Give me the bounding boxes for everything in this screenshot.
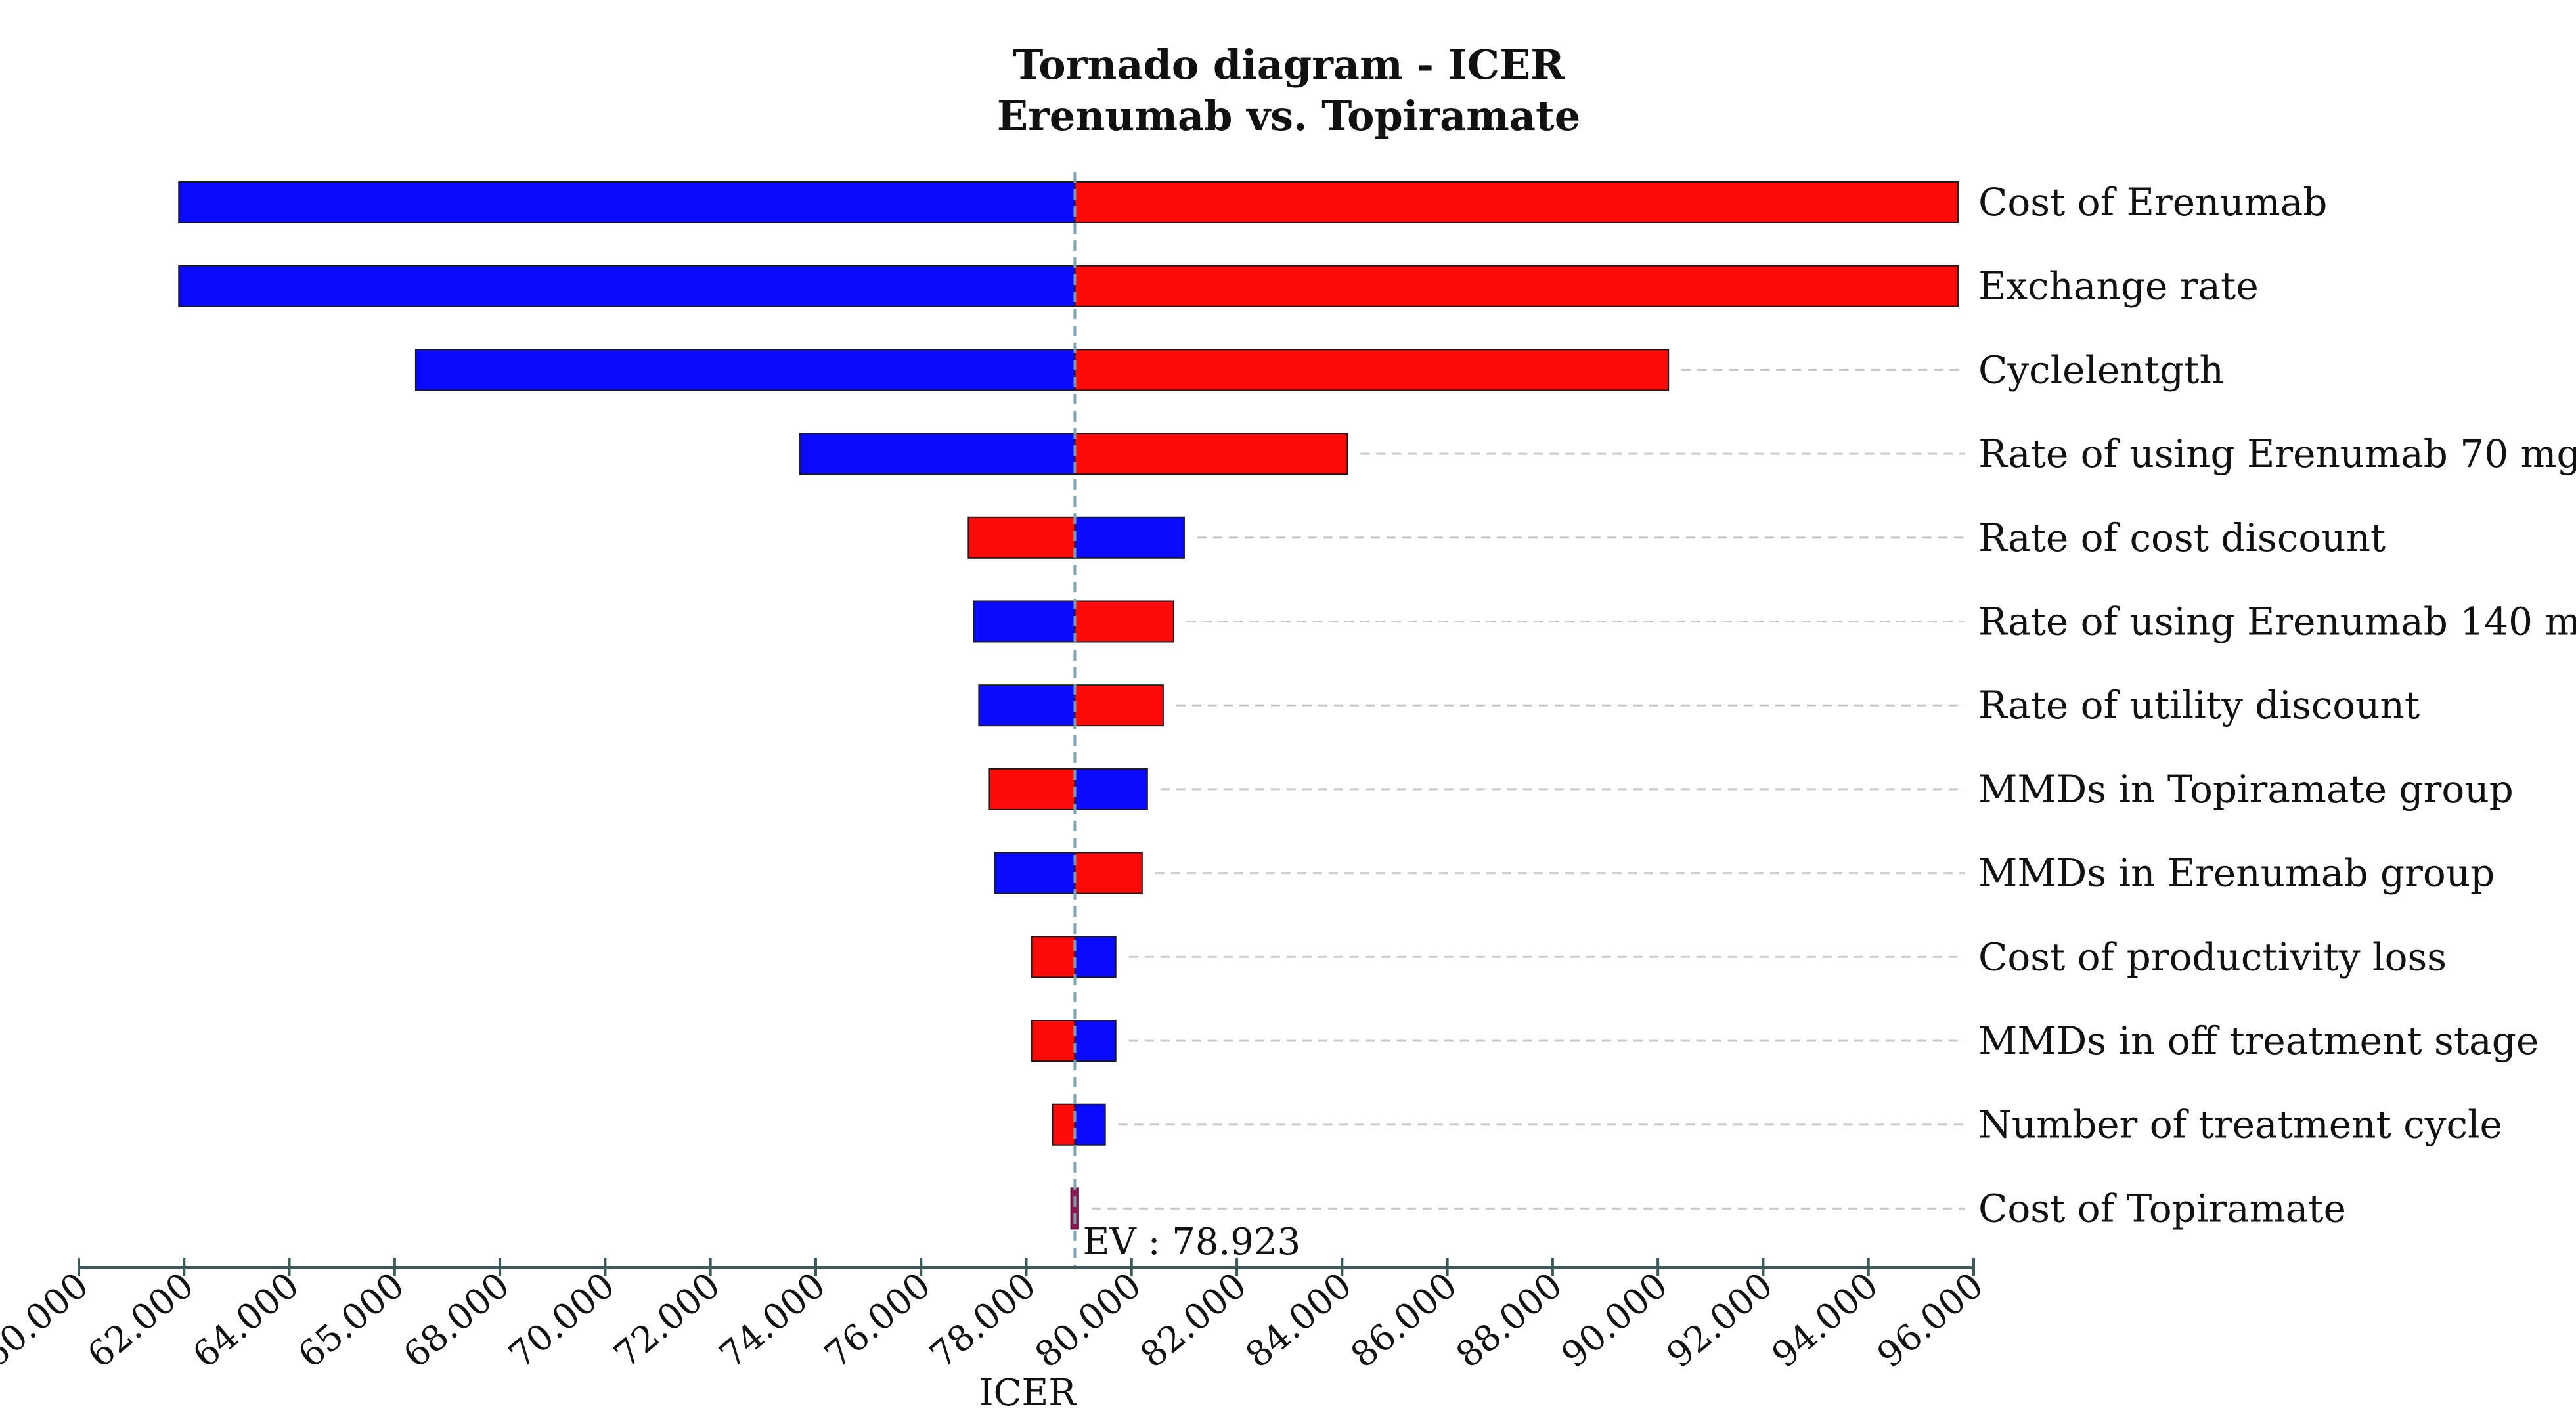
x-tick-label: 70.000 — [501, 1265, 623, 1376]
x-tick-label: 88.000 — [1448, 1265, 1570, 1376]
bar-left-8 — [988, 768, 1076, 810]
row-label: Exchange rate — [1978, 264, 2259, 309]
bar-right-1 — [1074, 181, 1959, 223]
bar-left-3 — [414, 349, 1076, 391]
bar-right-9 — [1074, 852, 1143, 894]
x-tick-label: 76.000 — [816, 1265, 938, 1376]
x-tick-label: 65.000 — [290, 1265, 412, 1376]
bar-right-10 — [1074, 936, 1117, 978]
x-tick-label: 92.000 — [1659, 1265, 1781, 1376]
row-label: Rate of using Erenumab 140 mg — [1978, 600, 2576, 644]
bar-left-1 — [178, 181, 1076, 223]
row-label: Cost of productivity loss — [1978, 934, 2447, 979]
expected-value-label: EV : 78.923 — [1082, 1221, 1300, 1263]
bar-group — [178, 181, 1959, 1230]
x-tick-label: 96.000 — [1869, 1265, 1991, 1376]
x-tick-label: 80.000 — [1027, 1265, 1149, 1376]
x-axis: 60.00062.00064.00065.00068.00070.00072.0… — [0, 1258, 1991, 1376]
chart-title-line2: Erenumab vs. Topiramate — [997, 92, 1580, 140]
row-label: Cyclelentgth — [1978, 347, 2224, 392]
bar-left-2 — [178, 265, 1076, 307]
x-axis-title: ICER — [979, 1372, 1077, 1414]
row-label: MMDs in Erenumab group — [1978, 851, 2495, 896]
row-label: MMDs in off treatment stage — [1978, 1018, 2539, 1063]
bar-right-6 — [1074, 600, 1174, 643]
row-label: Rate of utility discount — [1978, 683, 2420, 728]
bar-right-7 — [1074, 684, 1164, 727]
row-label: Cost of Erenumab — [1978, 180, 2327, 225]
x-tick-label: 90.000 — [1553, 1265, 1675, 1376]
row-label: Cost of Topiramate — [1978, 1186, 2346, 1231]
bar-left-5 — [967, 516, 1076, 559]
x-tick-label: 64.000 — [185, 1265, 307, 1376]
bar-right-5 — [1074, 516, 1185, 559]
x-tick-label: 60.000 — [0, 1265, 96, 1376]
bar-left-6 — [973, 600, 1076, 643]
x-tick-label: 86.000 — [1343, 1265, 1465, 1376]
x-tick-label: 62.000 — [79, 1265, 201, 1376]
bar-right-8 — [1074, 768, 1148, 810]
chart-title-line1: Tornado diagram - ICER — [1013, 41, 1565, 89]
bar-right-2 — [1074, 265, 1959, 307]
x-tick-label: 84.000 — [1237, 1265, 1359, 1376]
bar-left-12 — [1052, 1103, 1076, 1146]
bar-left-11 — [1031, 1020, 1076, 1062]
bar-left-7 — [978, 684, 1076, 727]
x-tick-label: 94.000 — [1764, 1265, 1886, 1376]
x-tick-label: 78.000 — [922, 1265, 1044, 1376]
row-labels: Cost of Erenumab Exchange rate Cyclelentgt… — [1978, 180, 2576, 1231]
bar-left-10 — [1031, 936, 1076, 978]
row-label: MMDs in Topiramate group — [1978, 767, 2514, 812]
row-label: Number of treatment cycle — [1978, 1102, 2502, 1147]
bar-right-12 — [1074, 1103, 1106, 1146]
bar-right-11 — [1074, 1020, 1117, 1062]
row-label: Rate of using Erenumab 70 mg — [1978, 431, 2576, 476]
x-tick-label: 68.000 — [395, 1265, 517, 1376]
x-tick-label: 74.000 — [711, 1265, 833, 1376]
guide-lines — [1091, 368, 1965, 1210]
x-tick-label: 82.000 — [1132, 1265, 1254, 1376]
row-label: Rate of cost discount — [1978, 515, 2386, 560]
bar-left-4 — [799, 433, 1076, 475]
bar-right-3 — [1074, 349, 1670, 391]
x-tick-label: 72.000 — [606, 1265, 728, 1376]
bar-right-4 — [1074, 433, 1348, 475]
bar-left-9 — [994, 852, 1076, 894]
